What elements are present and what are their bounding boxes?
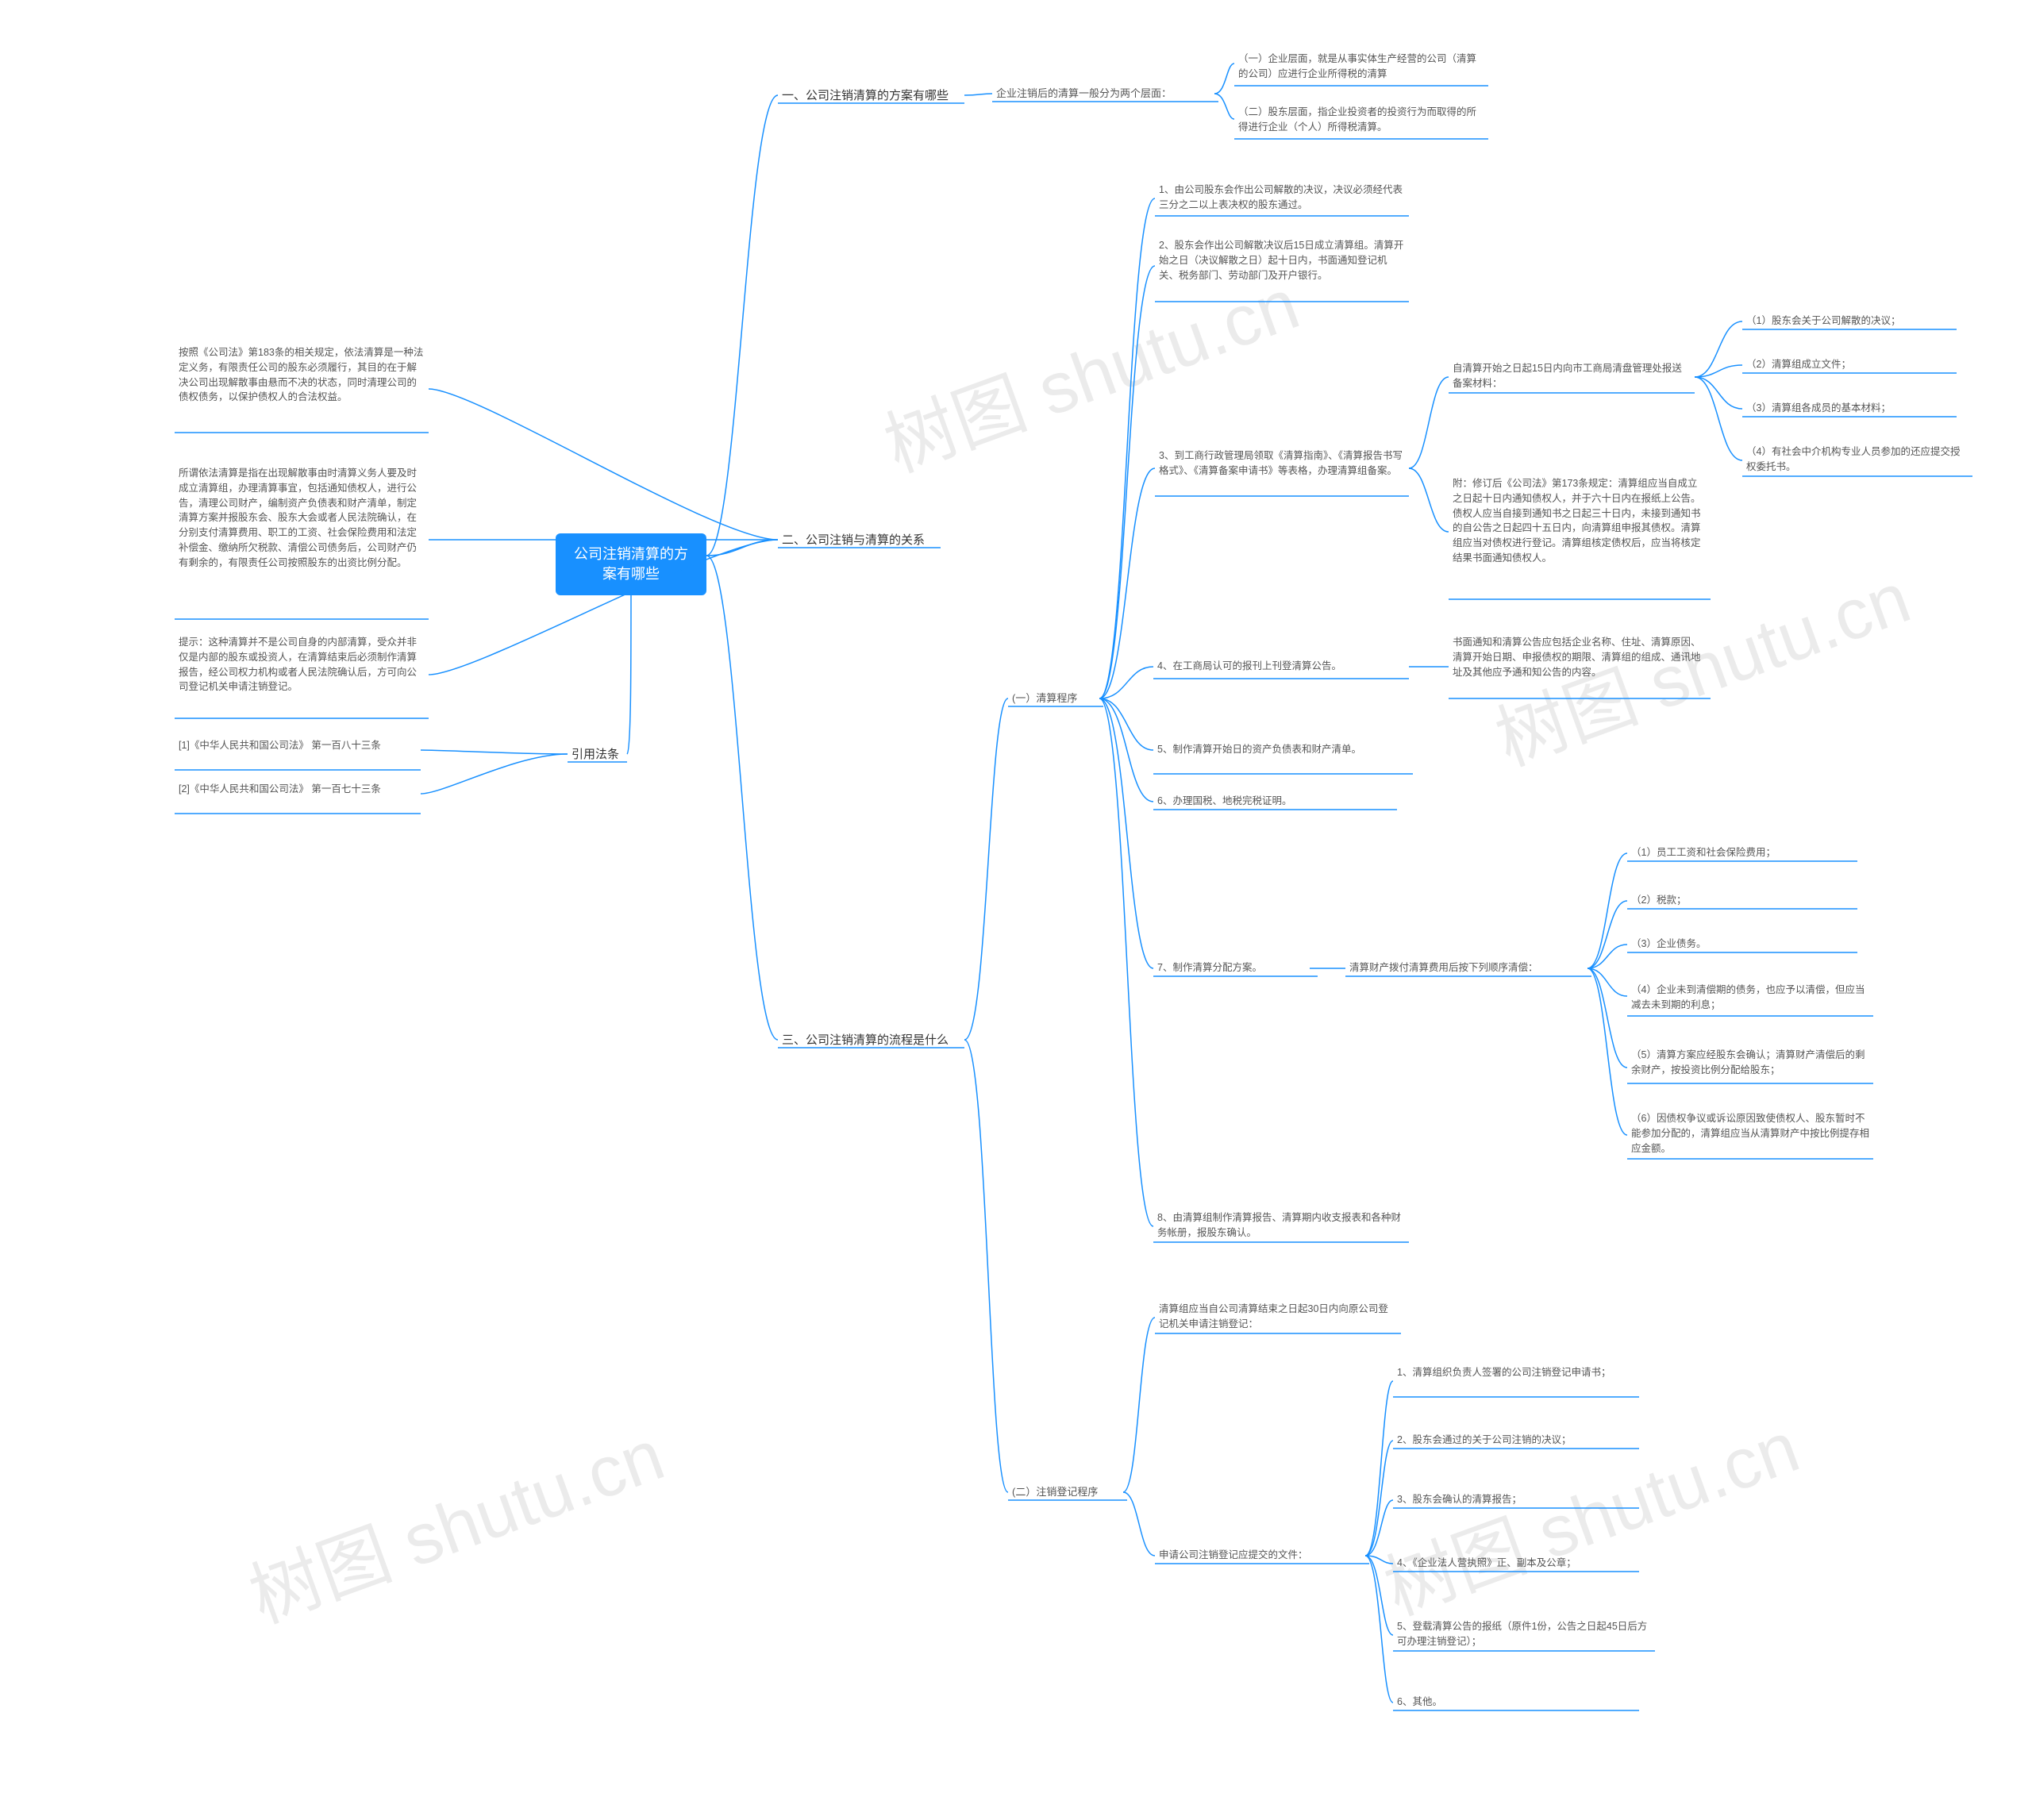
st3a-item-2: （2）清算组成立文件； — [1746, 357, 1953, 372]
s1-step-1: 1、由公司股东会作出公司解散的决议，决议必须经代表三分之二以上表决权的股东通过。 — [1159, 183, 1405, 213]
s1-step-2: 2、股东会作出公司解散决议后15日成立清算组。清算开始之日（决议解散之日）起十日… — [1159, 238, 1405, 283]
s2-file-5: 5、登载清算公告的报纸（原件1份，公告之日起45日后方可办理注销登记）； — [1397, 1619, 1651, 1649]
branch-2-title[interactable]: 二、公司注销与清算的关系 — [782, 532, 925, 550]
b2-para-2: 所谓依法清算是指在出现解散事由时清算义务人要及时成立清算组，办理清算事宜，包括通… — [179, 466, 425, 570]
root-node[interactable]: 公司注销清算的方案有哪些 — [556, 533, 706, 595]
branch-1-title[interactable]: 一、公司注销清算的方案有哪些 — [782, 87, 949, 106]
st7-mid: 清算财产拨付清算费用后按下列顺序清偿： — [1349, 960, 1588, 975]
law-branch-title[interactable]: 引用法条 — [572, 746, 619, 764]
s2-file-1: 1、清算组织负责人签署的公司注销登记申请书； — [1397, 1365, 1635, 1380]
b3-sub-1[interactable]: (一）清算程序 — [1012, 691, 1077, 706]
st3-child-b: 附：修订后《公司法》第173条规定：清算组应当自成立之日起十日内通知债权人，并于… — [1453, 476, 1707, 566]
st7-item-4: （4）企业未到清偿期的债务，也应予以清偿，但应当减去未到期的利息； — [1631, 983, 1869, 1013]
connectors-svg — [0, 0, 2032, 1820]
law-ref-1: [1]《中华人民共和国公司法》 第一百八十三条 — [179, 738, 417, 753]
st7-item-6: （6）因债权争议或诉讼原因致使债权人、股东暂时不能参加分配的，清算组应当从清算财… — [1631, 1111, 1869, 1156]
watermark: 树图 shutu.cn — [233, 1398, 675, 1643]
s1-step-3: 3、到工商行政管理局领取《清算指南》、《清算报告书写格式》、《清算备案申请书》等… — [1159, 448, 1405, 479]
b2-para-3: 提示：这种清算并不是公司自身的内部清算，受众并非仅是内部的股东或投资人，在清算结… — [179, 635, 425, 695]
s1-step-6: 6、办理国税、地税完税证明。 — [1157, 794, 1395, 809]
s2-top: 清算组应当自公司清算结束之日起30日内向原公司登记机关申请注销登记： — [1159, 1302, 1397, 1332]
watermark: 树图 shutu.cn — [1368, 1390, 1811, 1635]
st3-child-a: 自清算开始之日起15日内向市工商局清盘管理处报送备案材料： — [1453, 361, 1691, 391]
st3a-item-3: （3）清算组各成员的基本材料； — [1746, 401, 1953, 416]
s2-file-6: 6、其他。 — [1397, 1695, 1635, 1710]
b1-child-2: （二）股东层面，指企业投资者的投资行为而取得的所得进行企业（个人）所得税清算。 — [1238, 105, 1484, 135]
b3-sub-2[interactable]: (二）注销登记程序 — [1012, 1484, 1098, 1500]
s1-step-8: 8、由清算组制作清算报告、清算期内收支报表和各种财务帐册，报股东确认。 — [1157, 1210, 1403, 1241]
st3a-item-1: （1）股东会关于公司解散的决议； — [1746, 314, 1953, 329]
b1-child: 企业注销后的清算一般分为两个层面： — [996, 86, 1218, 102]
s1-step-4: 4、在工商局认可的报刊上刊登清算公告。 — [1157, 659, 1403, 674]
b2-para-1: 按照《公司法》第183条的相关规定，依法清算是一种法定义务，有限责任公司的股东必… — [179, 345, 425, 405]
s1-step-7: 7、制作清算分配方案。 — [1157, 960, 1316, 975]
st7-item-1: （1）员工工资和社会保险费用； — [1631, 845, 1853, 860]
st4-child: 书面通知和清算公告应包括企业名称、住址、清算原因、清算开始日期、申报债权的期限、… — [1453, 635, 1707, 679]
s2-file-2: 2、股东会通过的关于公司注销的决议； — [1397, 1433, 1635, 1448]
branch-3-title[interactable]: 三、公司注销清算的流程是什么 — [782, 1032, 949, 1050]
s1-step-5: 5、制作清算开始日的资产负债表和财产清单。 — [1157, 742, 1411, 757]
st7-item-5: （5）清算方案应经股东会确认；清算财产清偿后的剩余财产，按投资比例分配给股东； — [1631, 1048, 1869, 1078]
s2-bot: 申请公司注销登记应提交的文件： — [1159, 1548, 1365, 1563]
st3a-item-4: （4）有社会中介机构专业人员参加的还应提交授权委托书。 — [1746, 444, 1968, 475]
s2-file-3: 3、股东会确认的清算报告； — [1397, 1492, 1635, 1507]
st7-item-2: （2）税款； — [1631, 893, 1853, 908]
st7-item-3: （3）企业债务。 — [1631, 937, 1853, 952]
b1-child-1: （一）企业层面，就是从事实体生产经营的公司（清算的公司）应进行企业所得税的清算 — [1238, 52, 1484, 82]
law-ref-2: [2]《中华人民共和国公司法》 第一百七十三条 — [179, 782, 417, 797]
s2-file-4: 4、《企业法人营执照》正、副本及公章； — [1397, 1556, 1635, 1571]
